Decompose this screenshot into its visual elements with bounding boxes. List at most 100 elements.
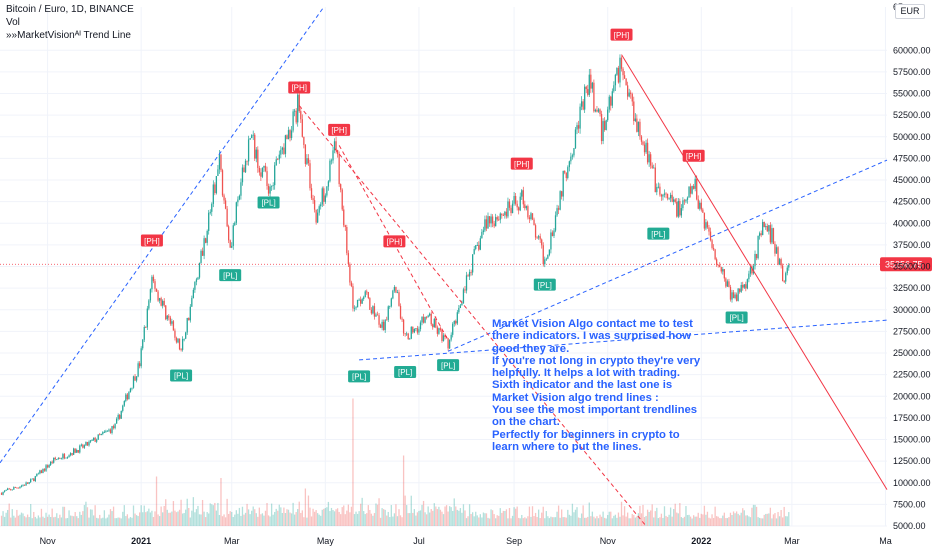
y-tick-label: 27500.00 [893,326,931,336]
volume-bar [63,506,66,526]
volume-bar [323,508,325,526]
volume-bar [89,509,92,526]
candle-body [478,245,480,250]
symbol-title[interactable]: Bitcoin / Euro, 1D, BINANCE [6,4,134,15]
volume-bar [393,513,396,526]
candle-body [490,216,492,224]
volume-bars [0,398,790,526]
candle-body [92,437,95,440]
y-tick-label: 37500.00 [893,240,931,250]
candle-body [214,184,216,194]
volume-bar [627,512,629,526]
volume-bar [201,499,204,526]
volume-bar [336,508,339,526]
candle-body [438,328,440,334]
volume-bar [739,515,741,526]
candle-body [544,259,546,265]
candle-body [65,457,67,459]
candle-body [352,286,354,309]
volume-bar [763,514,765,526]
candle-body [88,441,90,446]
volume-bar [11,509,13,526]
candle-body [611,91,613,106]
volume-bar [122,511,124,526]
candle-body [229,240,231,248]
candle-body [430,313,432,325]
candle-body [729,286,732,300]
candle-body [275,159,277,166]
candle-body [550,232,552,250]
volume-bar [496,515,498,526]
candle-body [468,271,471,277]
candle-body [338,154,340,185]
candle-body [475,245,477,250]
candle-body [479,238,481,250]
volume-bar [261,513,264,526]
candle-body [86,442,89,446]
volume-bar [725,518,727,526]
volume-bar [341,507,343,526]
volume-bar [304,488,307,526]
candle-body [554,215,557,231]
volume-bar [22,513,24,526]
volume-bar [195,509,198,526]
candle-body [46,465,49,468]
indicator-legend[interactable]: »»MarketVisionᴬᴵ Trend Line [6,30,131,41]
currency-button[interactable]: EUR [895,4,925,19]
volume-bar [619,516,621,526]
candle-body [175,337,178,343]
pivot-text: [PL] [538,281,552,290]
candle-body [108,429,110,431]
volume-bar [731,514,733,526]
volume-bar [700,513,702,526]
volume-bar [2,511,4,526]
x-tick-label: Nov [600,536,617,546]
candle-body [444,335,446,337]
candle-body [689,186,692,194]
candle-body [476,245,478,246]
volume-bar [772,514,775,526]
candle-body [303,136,305,145]
volume-bar [539,518,541,526]
volume-bar [479,514,481,526]
candle-body [783,281,785,282]
candle-body [739,288,741,292]
candle-body [125,394,127,401]
volume-bar [353,514,356,526]
volume-bar [531,506,534,526]
volume-bar [459,508,462,526]
volume-bar [668,514,670,526]
candle-body [160,298,162,306]
candle-body [630,92,632,95]
candle-body [117,414,119,419]
volume-bar [283,507,285,526]
volume-bar [634,517,636,526]
volume-bar [287,509,290,526]
volume-bar [192,497,195,526]
candle-body [559,191,561,210]
candle-body [126,394,129,400]
volume-bar [396,516,399,526]
volume-bar [588,502,590,526]
volume-bar [401,517,403,526]
volume-bar [579,518,581,526]
volume-legend[interactable]: Vol [6,17,20,28]
candle-body [514,196,517,204]
candle-body [539,236,541,240]
volume-bar [7,509,9,526]
volume-bar [392,516,394,526]
candle-body [488,216,491,224]
volume-bar [143,505,145,526]
volume-bar [300,512,302,526]
candle-body [272,185,274,186]
volume-bar [530,516,532,526]
volume-bar [68,510,70,526]
volume-bar [310,516,313,526]
volume-bar [292,502,294,526]
y-tick-label: 12500.00 [893,456,931,466]
candle-body [195,279,198,282]
candle-body [763,221,765,228]
volume-bar [224,517,227,526]
candle-body [507,201,509,217]
